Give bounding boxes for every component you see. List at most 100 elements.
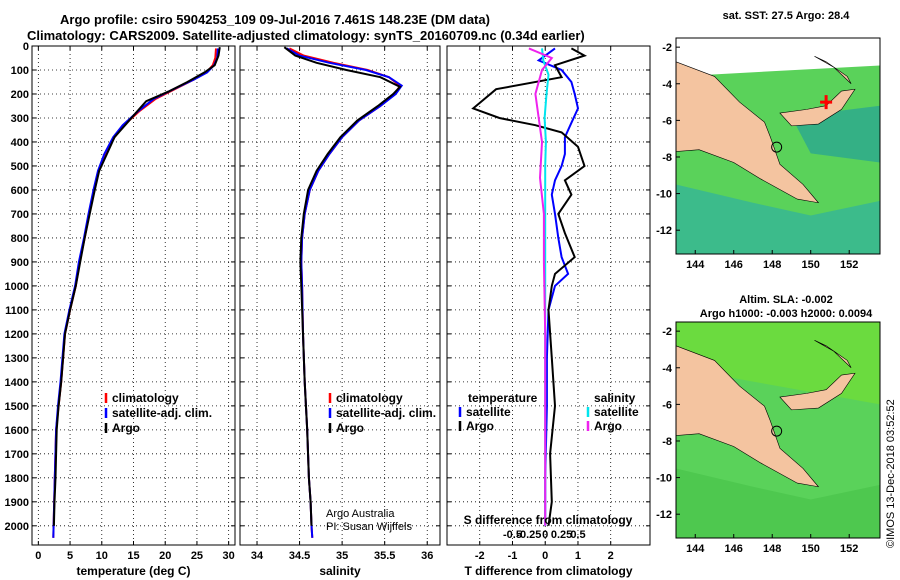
temperature-xtick-label: 20 <box>159 550 171 562</box>
depth-tick-label: 1000 <box>5 281 29 293</box>
difference-frame <box>446 45 651 546</box>
difference-top-tick-label: 0 <box>542 529 548 541</box>
legend-t-label: satellite <box>466 405 511 419</box>
temperature-legend-label: climatology <box>112 391 179 405</box>
salinity-series-argo <box>283 46 402 526</box>
title-line-1: Argo profile: csiro 5904253_109 09-Jul-2… <box>60 12 490 27</box>
salinity-xtick-label: 35 <box>336 550 348 562</box>
sst-lat-label: -4 <box>662 79 673 91</box>
sst-lon-label: 150 <box>802 259 820 271</box>
depth-tick-label: 1300 <box>5 353 29 365</box>
difference-xtick-label: 2 <box>608 550 614 562</box>
depth-tick-label: 0 <box>23 41 29 53</box>
sla-land-new-guinea <box>675 345 820 488</box>
temperature-legend-label: Argo <box>112 421 140 435</box>
sst-lon-label: 148 <box>763 259 781 271</box>
difference-series-t-satellite <box>536 47 580 526</box>
difference-xlabel-top: S difference from climatology <box>464 513 633 527</box>
sla-frame <box>675 321 881 539</box>
temperature-xtick-label: 0 <box>35 550 41 562</box>
temperature-xtick-label: 15 <box>127 550 139 562</box>
depth-tick-label: 100 <box>11 65 29 77</box>
salinity-series-satellite-adj.-clim. <box>286 47 404 538</box>
salinity-xtick-label: 34 <box>251 550 264 562</box>
sst-lat-label: -2 <box>662 42 672 54</box>
depth-tick-label: 800 <box>11 233 29 245</box>
sst-lat-label: -6 <box>662 115 672 127</box>
sla-lat-label: -10 <box>656 473 672 485</box>
depth-tick-label: 300 <box>11 113 29 125</box>
difference-series-t-argo <box>471 47 588 526</box>
depth-tick-label: 2000 <box>5 521 29 533</box>
depth-tick-label: 1400 <box>5 377 29 389</box>
depth-tick-label: 1200 <box>5 329 29 341</box>
temperature-xtick-label: 10 <box>96 550 108 562</box>
difference-series-s-argo <box>528 47 554 526</box>
sst-lat-label: -8 <box>662 152 672 164</box>
salinity-xtick-label: 34.5 <box>289 550 310 562</box>
sla-deep-water <box>676 468 880 538</box>
sst-lon-label: 144 <box>686 259 705 271</box>
sst-lon-label: 146 <box>725 259 743 271</box>
difference-top-tick-label: -0.25 <box>516 529 541 541</box>
sla-lon-label: 146 <box>725 543 743 555</box>
difference-xtick-label: -2 <box>475 550 485 562</box>
salinity-legend-label: climatology <box>336 391 403 405</box>
legend-s-label: Argo <box>594 419 622 433</box>
difference-xtick-label: 1 <box>575 550 581 562</box>
salinity-series-climatology <box>288 47 402 538</box>
sla-land-new-ireland <box>814 340 852 368</box>
timestamp: ©IMOS 13-Dec-2018 03:52:52 <box>885 399 897 548</box>
sst-lat-label: -12 <box>656 225 672 237</box>
depth-tick-label: 900 <box>11 257 29 269</box>
sla-high-patch <box>676 322 880 405</box>
depth-tick-label: 400 <box>11 137 29 149</box>
difference-xtick-label: 0 <box>542 550 548 562</box>
sla-land-new-britain <box>779 372 856 411</box>
temperature-panel: 0 5 10 15 20 25 300100200300400500600700800900… <box>5 41 236 578</box>
legend-temperature-title: temperature <box>468 391 538 405</box>
difference-top-tick-label: 0.5 <box>570 529 585 541</box>
sla-lat-label: -2 <box>662 326 672 338</box>
difference-panel: -2 -1 0 1 2 T difference from climatology temp… <box>446 45 651 578</box>
sst-deep-water <box>676 184 880 254</box>
sst-lat-label: -10 <box>656 189 672 201</box>
sla-lon-label: 150 <box>802 543 820 555</box>
depth-tick-label: 600 <box>11 185 29 197</box>
salinity-panel: 34 34.5 35 35.5 36 salinity climatologysatelli… <box>239 45 441 578</box>
sla-subtitle: Argo h1000: -0.003 h2000: 0.0094 <box>700 308 873 320</box>
title-line-2: Climatology: CARS2009. Satellite-adjuste… <box>27 28 585 43</box>
difference-xlabel: T difference from climatology <box>464 564 632 578</box>
sla-lon-label: 148 <box>763 543 781 555</box>
temperature-legend-label: satellite-adj. clim. <box>112 406 212 420</box>
depth-tick-label: 1100 <box>5 305 29 317</box>
depth-tick-label: 200 <box>11 89 29 101</box>
salinity-xtick-label: 35.5 <box>374 550 395 562</box>
depth-tick-label: 1800 <box>5 473 29 485</box>
depth-tick-label: 700 <box>11 209 29 221</box>
sst-lon-label: 152 <box>840 259 858 271</box>
sst-title: sat. SST: 27.5 Argo: 28.4 <box>723 10 851 22</box>
temperature-xtick-label: 25 <box>191 550 203 562</box>
sst-land-new-guinea <box>675 61 820 204</box>
depth-tick-label: 1500 <box>5 401 29 413</box>
sla-map: 144 146 148 150 152 -2 -4 -6 -8 -10 -12 Altim. SLA:… <box>656 294 881 555</box>
temperature-series-climatology <box>52 48 217 538</box>
difference-top-tick-label: 0.25 <box>551 529 572 541</box>
depth-tick-label: 1900 <box>5 497 29 509</box>
sst-land-new-britain <box>779 88 856 127</box>
temperature-series-satellite-adj.-clim. <box>52 48 219 538</box>
sla-lat-label: -8 <box>662 436 672 448</box>
legend-s-label: satellite <box>594 405 639 419</box>
sla-title: Altim. SLA: -0.002 <box>739 294 833 306</box>
sst-map: 144 146 148 150 152 -2 -4 -6 -8 -10 -12 sat. SST: 2… <box>656 10 881 271</box>
depth-tick-label: 1700 <box>5 449 29 461</box>
credit-line-1: Argo Australia <box>326 508 395 520</box>
sst-frame <box>675 37 881 255</box>
sla-float-position <box>771 425 783 437</box>
salinity-frame <box>239 45 441 546</box>
temperature-xtick-label: 30 <box>223 550 235 562</box>
temperature-series-argo <box>52 47 221 526</box>
salinity-legend-label: satellite-adj. clim. <box>336 406 436 420</box>
